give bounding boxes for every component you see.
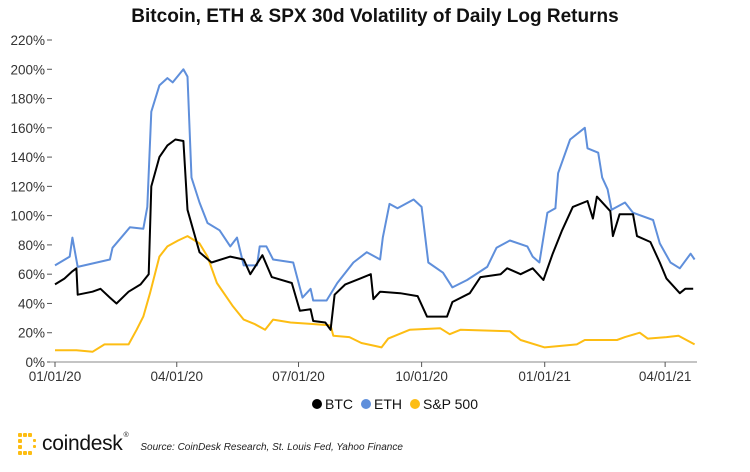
x-tick-label: 04/01/20 — [150, 369, 203, 384]
y-tick-label: 0% — [25, 355, 45, 370]
coindesk-logo-icon — [18, 433, 36, 455]
coindesk-logo-text: coindesk® — [42, 432, 129, 456]
y-tick-label: 180% — [10, 92, 45, 107]
y-tick-label: 20% — [18, 326, 45, 341]
legend-item-btc: BTC — [311, 396, 353, 412]
source-note: Source: CoinDesk Research, St. Louis Fed… — [140, 441, 403, 453]
series-line-btc — [54, 138, 694, 331]
y-tick-label: 100% — [10, 209, 45, 224]
logo-word: coindesk — [42, 432, 123, 455]
y-tick-label: 40% — [18, 296, 45, 311]
y-tick-label: 220% — [10, 33, 45, 48]
x-tick-label: 07/01/20 — [272, 369, 325, 384]
eth-dot-icon — [360, 399, 371, 409]
y-tick-label: 60% — [18, 267, 45, 282]
x-tick-label: 01/01/20 — [29, 369, 82, 384]
legend: BTC ETH S&P 500 — [0, 396, 750, 412]
legend-item-sp500: S&P 500 — [409, 396, 478, 412]
y-tick-label: 160% — [10, 121, 45, 136]
y-tick-label: 140% — [10, 150, 45, 165]
series-line-s-p-500 — [55, 235, 696, 353]
legend-label: ETH — [373, 396, 402, 412]
series-line-eth — [54, 68, 696, 302]
registered-mark: ® — [123, 432, 129, 439]
footer: coindesk® Source: CoinDesk Research, St.… — [18, 432, 403, 456]
x-tick-label: 10/01/20 — [395, 369, 448, 384]
y-tick-label: 120% — [10, 179, 45, 194]
x-tick-label: 01/01/21 — [518, 369, 571, 384]
chart-title: Bitcoin, ETH & SPX 30d Volatility of Dai… — [131, 6, 619, 27]
y-tick-label: 200% — [10, 62, 45, 77]
x-axis: 01/01/20 04/01/20 07/01/20 10/01/20 01/01/21… — [29, 361, 697, 384]
legend-label: S&P 500 — [422, 396, 478, 412]
x-tick-label: 04/01/21 — [639, 369, 692, 384]
volatility-line-chart: 0% 20% 40% 60% 80% 100% 120% 140% 160% 180% 200% 22… — [10, 33, 697, 384]
sp500-dot-icon — [409, 399, 420, 409]
legend-label: BTC — [324, 396, 353, 412]
btc-dot-icon — [311, 399, 322, 409]
series-lines — [54, 68, 696, 353]
y-tick-label: 80% — [18, 238, 45, 253]
y-axis: 0% 20% 40% 60% 80% 100% 120% 140% 160% 180% 200% 22… — [10, 33, 52, 370]
legend-item-eth: ETH — [360, 396, 402, 412]
